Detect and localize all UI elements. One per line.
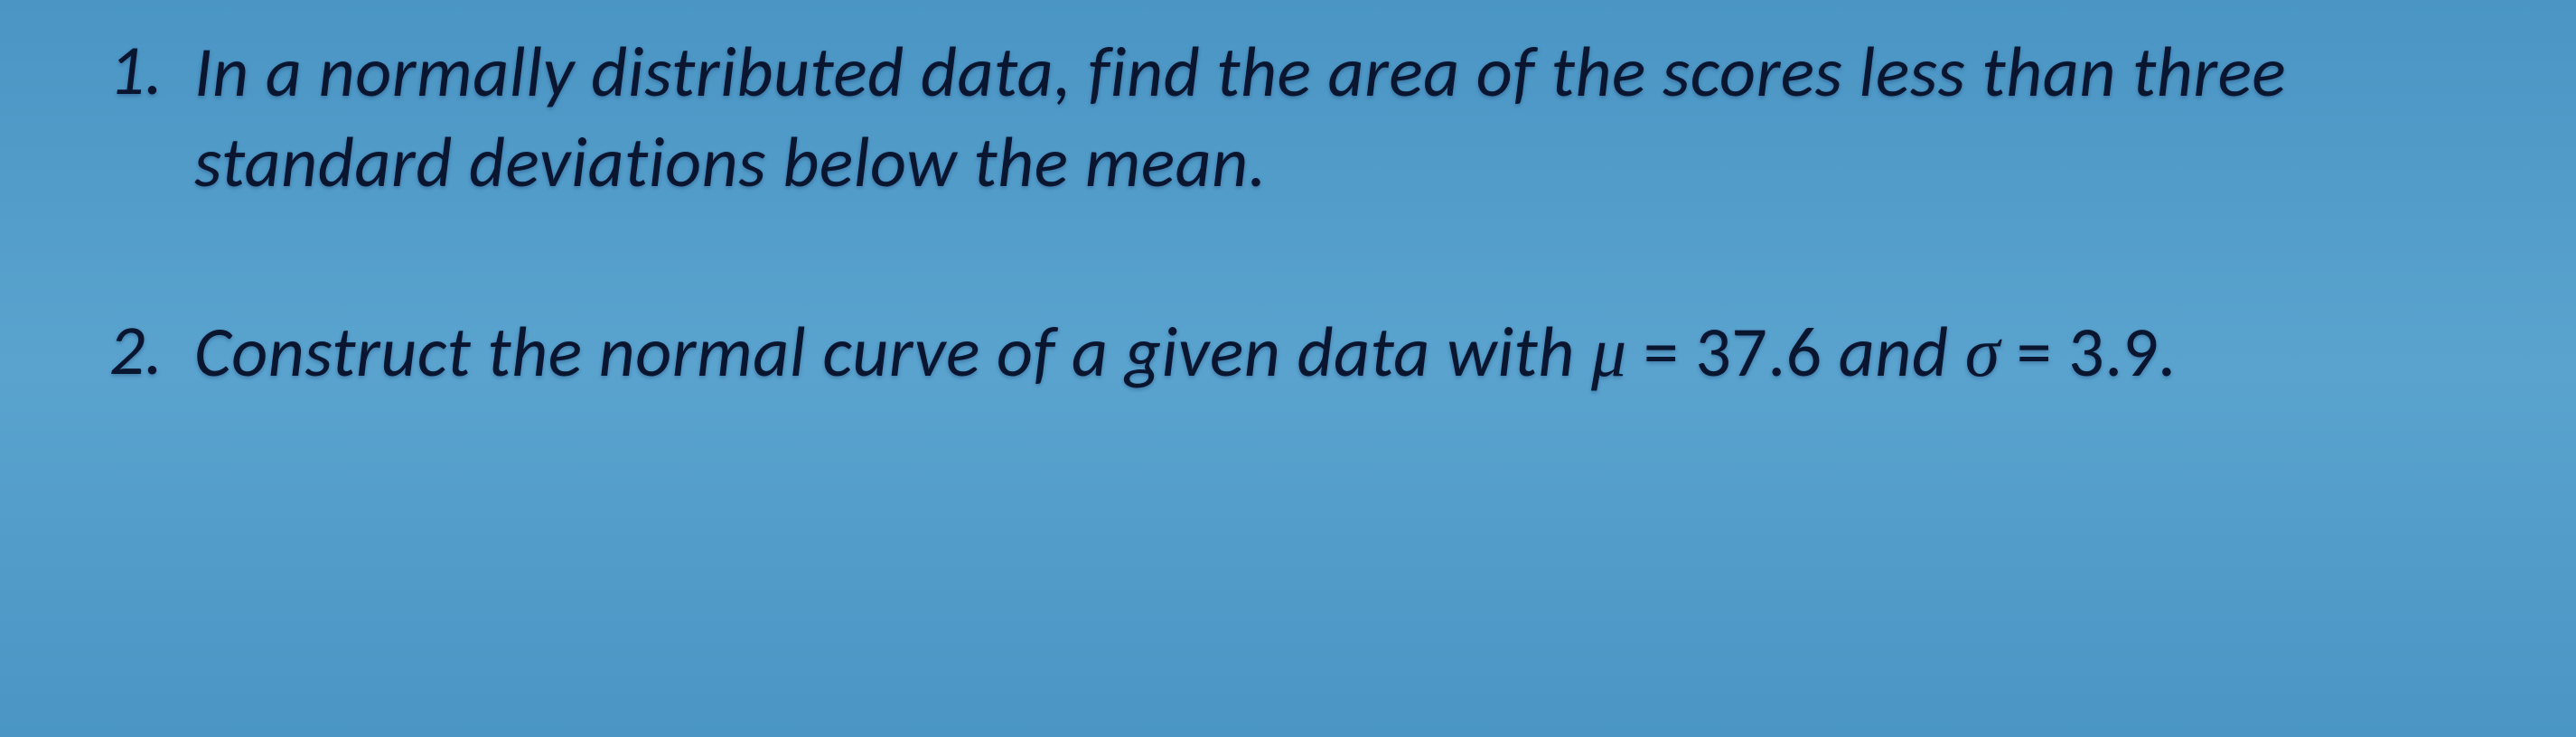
question-text-1: In a normally distributed data, find the… xyxy=(194,27,2522,208)
q2-prefix: Construct the normal curve of a given da… xyxy=(194,309,1591,395)
question-number-2: 2. xyxy=(72,307,163,393)
q2-suffix: . xyxy=(2159,309,2178,395)
sigma-symbol: σ xyxy=(1965,313,2000,391)
question-text-2: Construct the normal curve of a given da… xyxy=(194,307,2178,397)
mu-symbol: μ xyxy=(1591,313,1627,391)
mu-value: 37.6 xyxy=(1695,309,1822,395)
question-number-1: 1. xyxy=(72,27,163,113)
mu-equals: = xyxy=(1627,309,1696,395)
sigma-value: 3.9 xyxy=(2068,309,2159,395)
question-2: 2. Construct the normal curve of a given… xyxy=(72,307,2522,397)
sigma-equals: = xyxy=(2000,309,2069,395)
question-1: 1. In a normally distributed data, find … xyxy=(72,27,2522,208)
q2-middle: and xyxy=(1822,309,1965,395)
